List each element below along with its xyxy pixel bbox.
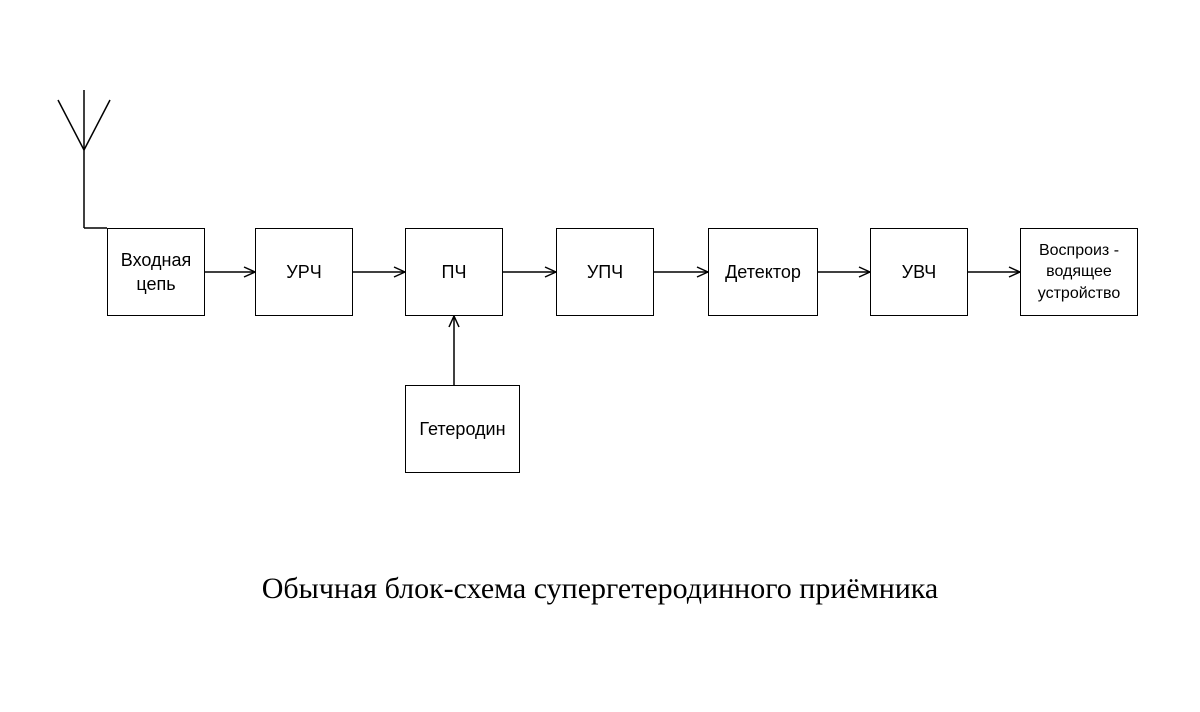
block-upch-label: УПЧ xyxy=(583,258,627,286)
block-uvch-label: УВЧ xyxy=(898,258,941,286)
block-detector-label: Детектор xyxy=(721,258,805,286)
block-detector: Детектор xyxy=(708,228,818,316)
block-upch: УПЧ xyxy=(556,228,654,316)
caption-text: Обычная блок-схема супергетеродинного пр… xyxy=(262,572,939,605)
block-pch-label: ПЧ xyxy=(438,258,471,286)
block-heterodyne-label: Гетеродин xyxy=(415,415,509,443)
block-input-label: Входнаяцепь xyxy=(117,246,195,299)
block-urch-label: УРЧ xyxy=(282,258,325,286)
diagram-caption: Обычная блок-схема супергетеродинного пр… xyxy=(0,572,1200,606)
block-uvch: УВЧ xyxy=(870,228,968,316)
block-pch: ПЧ xyxy=(405,228,503,316)
block-urch: УРЧ xyxy=(255,228,353,316)
diagram-container: Входнаяцепь УРЧ ПЧ УПЧ Детектор УВЧ Восп… xyxy=(0,0,1200,712)
block-output-device: Воспроиз -водящееустройство xyxy=(1020,228,1138,316)
block-input-circuit: Входнаяцепь xyxy=(107,228,205,316)
block-output-label: Воспроиз -водящееустройство xyxy=(1034,238,1124,307)
block-heterodyne: Гетеродин xyxy=(405,385,520,473)
